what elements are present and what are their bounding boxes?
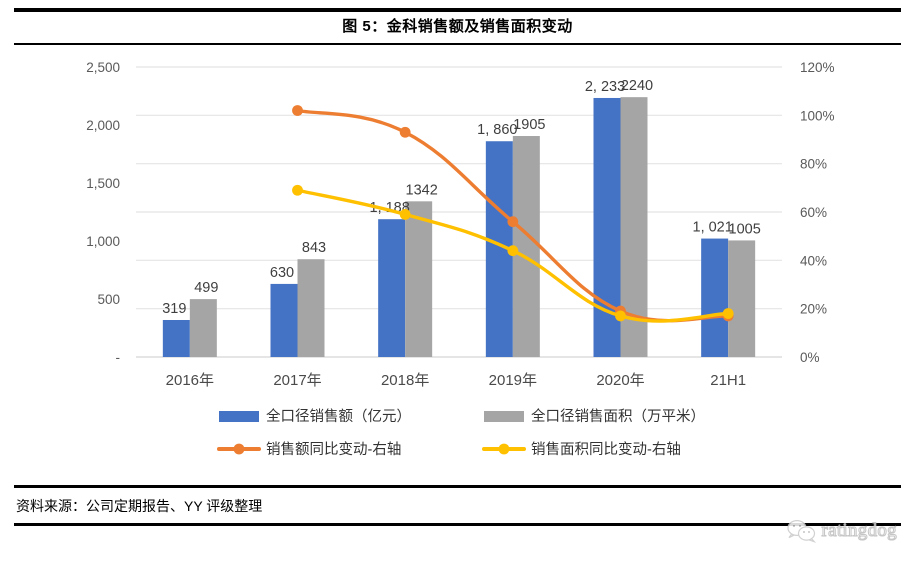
bar-sales-area (297, 259, 325, 357)
left-axis-tick: 500 (97, 292, 120, 307)
bar-value-label: 1905 (513, 117, 545, 133)
right-axis-tick: 80% (800, 157, 827, 172)
left-axis-tick: 1,500 (86, 176, 120, 191)
right-axis-tick: 0% (800, 350, 820, 365)
marker-area-yoy (399, 209, 411, 220)
legend-swatch (484, 411, 524, 422)
bar-value-label: 843 (302, 240, 326, 256)
sales-combo-chart: - 500 1,000 1,500 2,000 2,500 0% 20% 40% 60% 80% 10… (86, 60, 835, 458)
left-axis-ticks: - 500 1,000 1,500 2,000 2,500 (86, 60, 120, 365)
category-label: 2018年 (381, 372, 429, 389)
right-axis-tick: 20% (800, 302, 827, 317)
marker-area-yoy (292, 184, 303, 196)
legend-label: 销售面积同比变动-右轴 (531, 441, 681, 458)
top-rule (14, 8, 901, 12)
legend-item: 销售面积同比变动-右轴 (482, 441, 681, 458)
marker-area-yoy (615, 310, 626, 322)
legend-item: 全口径销售额（亿元） (219, 407, 411, 425)
category-labels: 2016年 2017年 2018年 2019年 2020年 21H1 (166, 372, 746, 389)
bar-value-label: 1342 (406, 182, 438, 198)
bar-value-label: 630 (270, 265, 294, 281)
bars (162, 97, 756, 358)
legend-swatch-marker (498, 443, 510, 455)
title-underline (14, 43, 901, 45)
category-label: 21H1 (710, 372, 746, 389)
bar-value-label: 319 (162, 301, 186, 317)
bar-sales-area (189, 299, 217, 357)
category-label: 2019年 (489, 372, 537, 389)
left-axis-tick: 2,500 (86, 60, 120, 75)
left-axis-tick: 1,000 (86, 234, 120, 249)
marker-amount-yoy (292, 105, 303, 116)
right-axis-tick: 40% (800, 253, 827, 268)
bar-sales-amount (378, 219, 406, 357)
lines (292, 105, 734, 323)
right-axis-ticks: 0% 20% 40% 60% 80% 100% 120% (800, 60, 835, 365)
bar-value-label: 1, 860 (477, 122, 517, 138)
category-label: 2020年 (596, 372, 644, 389)
figure-title: 图 5：金科销售额及销售面积变动 (342, 18, 573, 35)
right-axis-tick: 60% (800, 205, 827, 220)
bar-sales-amount (162, 319, 190, 357)
legend-item: 全口径销售面积（万平米） (484, 407, 705, 425)
bar-value-label: 2, 233 (585, 79, 625, 95)
bar-value-label: 1, 021 (693, 220, 733, 236)
legend: 全口径销售额（亿元） 全口径销售面积（万平米） 销售额同比变动-右轴 销售面积同比变动… (217, 407, 705, 458)
footer-rule-bottom (14, 523, 901, 527)
bar-value-label: 2240 (621, 78, 653, 94)
marker-amount-yoy (399, 126, 411, 138)
bar-sales-amount (701, 238, 729, 357)
legend-swatch-marker (233, 443, 245, 455)
legend-label: 销售额同比变动-右轴 (266, 441, 401, 458)
bar-sales-area (512, 136, 540, 357)
legend-item: 销售额同比变动-右轴 (217, 441, 401, 458)
bar-sales-amount (270, 283, 298, 357)
source-note: 资料来源：公司定期报告、YY 评级整理 (16, 498, 263, 514)
legend-swatch (219, 411, 259, 422)
category-label: 2017年 (273, 372, 321, 389)
left-axis-tick: 2,000 (86, 118, 120, 133)
gridlines (136, 66, 782, 358)
footer-rule-top (14, 485, 901, 488)
marker-area-yoy (507, 245, 519, 257)
bar-value-label: 1005 (729, 221, 761, 237)
chart-area: - 500 1,000 1,500 2,000 2,500 0% 20% 40% 60% 80% 10… (14, 45, 901, 485)
figure-page: 图 5：金科销售额及销售面积变动 - 500 1,000 1,500 2,000 2,50… (0, 8, 915, 563)
category-label: 2016年 (166, 372, 214, 389)
left-axis-tick: - (116, 350, 121, 365)
bar-sales-area (405, 201, 433, 357)
bar-value-label: 499 (194, 280, 218, 296)
legend-label: 全口径销售额（亿元） (266, 407, 411, 425)
marker-amount-yoy (507, 216, 519, 228)
marker-area-yoy (722, 308, 734, 319)
bar-sales-area (728, 240, 756, 357)
right-axis-tick: 100% (800, 108, 835, 123)
right-axis-tick: 120% (800, 60, 835, 75)
legend-label: 全口径销售面积（万平米） (531, 407, 705, 425)
